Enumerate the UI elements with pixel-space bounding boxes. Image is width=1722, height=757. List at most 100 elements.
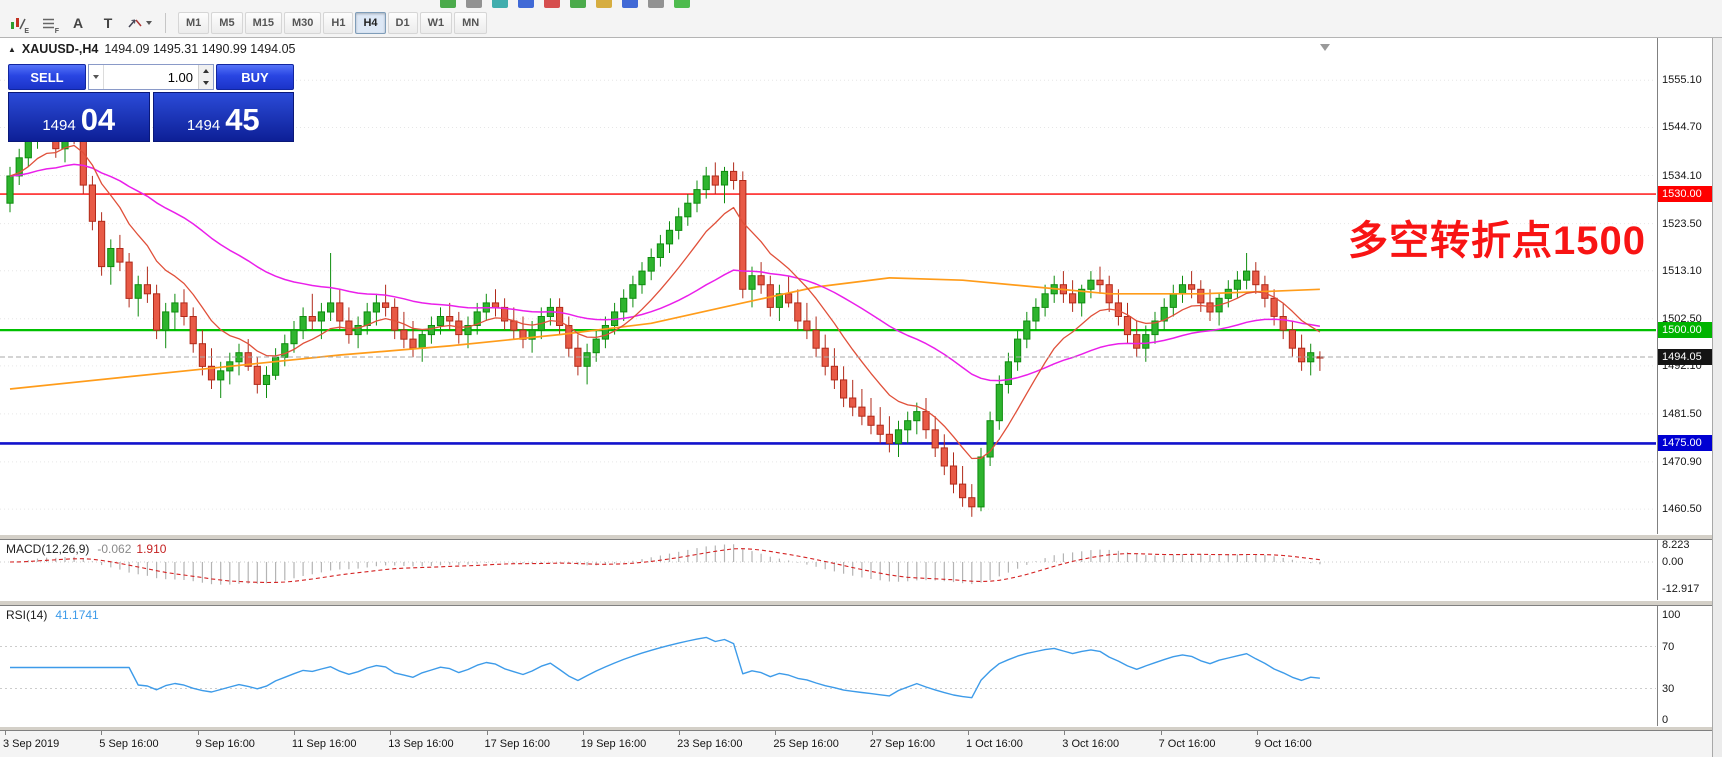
- volume-stepper: [198, 65, 213, 89]
- sell-button[interactable]: SELL: [8, 64, 86, 90]
- timeframe-group: M1 M5 M15 M30 H1 H4 D1 W1 MN: [178, 12, 488, 34]
- sell-price-pips: 04: [80, 102, 116, 137]
- new-chart-icon[interactable]: E: [6, 11, 30, 35]
- price-level-badge: 1475.00: [1658, 435, 1713, 452]
- sell-price-main: 1494: [42, 117, 76, 134]
- time-tick: [1160, 731, 1162, 735]
- timeframe-W1[interactable]: W1: [419, 12, 453, 34]
- time-tick: [390, 731, 392, 735]
- arrow-down-icon: [203, 81, 209, 85]
- axis-scale-label: 0.00: [1662, 556, 1684, 568]
- time-tick: [871, 731, 873, 735]
- toolbar-icon-partial[interactable]: [544, 0, 560, 8]
- macd-indicator-window[interactable]: [0, 540, 1656, 600]
- buy-button[interactable]: BUY: [216, 64, 294, 90]
- toolbar: E F A T M1 M5 M15 M30 H1 H4 D1 W1 MN: [0, 0, 1722, 38]
- time-tick: [101, 731, 103, 735]
- axis-scale-label: 1534.10: [1662, 169, 1702, 182]
- toolbar-icon-partial[interactable]: [492, 0, 508, 8]
- timeframe-M15[interactable]: M15: [244, 12, 282, 34]
- toolbar-row-partial: [440, 0, 690, 9]
- time-axis-label: 13 Sep 16:00: [388, 738, 454, 750]
- time-axis-label: 11 Sep 16:00: [291, 738, 357, 750]
- time-tick: [1256, 731, 1258, 735]
- time-axis-label: 3 Sep 2019: [3, 738, 60, 750]
- timeframe-M5[interactable]: M5: [211, 12, 243, 34]
- time-axis[interactable]: 3 Sep 2019 5 Sep 16:00 9 Sep 16:00 11 Sep 1…: [0, 730, 1712, 757]
- macd-main-value: -0.062: [97, 542, 132, 556]
- timeframe-D1[interactable]: D1: [387, 12, 418, 34]
- volume-dropdown-icon[interactable]: [89, 65, 104, 89]
- time-axis-label: 27 Sep 16:00: [869, 738, 936, 750]
- volume-value[interactable]: 1.00: [167, 69, 193, 85]
- toolbar-icon-partial[interactable]: [596, 0, 612, 8]
- axis-scale-label: 8.223: [1662, 538, 1690, 551]
- toolbar-icon-partial[interactable]: [466, 0, 482, 8]
- macd-label: MACD(12,26,9) -0.062 1.910: [6, 542, 166, 556]
- price-axis[interactable]: 1555.10 1544.70 1534.10 1523.50 1513.10 1502.…: [1657, 38, 1713, 730]
- toolbar-icon-partial[interactable]: [440, 0, 456, 8]
- window-resize-separator[interactable]: [0, 600, 1712, 606]
- time-axis-label: 9 Sep 16:00: [195, 738, 255, 750]
- toolbar-icon-partial[interactable]: [570, 0, 586, 8]
- time-axis-label: 23 Sep 16:00: [677, 738, 743, 750]
- timeframe-M30[interactable]: M30: [283, 12, 322, 34]
- axis-scale-label: 30: [1662, 682, 1675, 695]
- time-axis-label: 7 Oct 16:00: [1158, 738, 1216, 750]
- buy-price-display[interactable]: 1494 45: [152, 92, 294, 142]
- time-axis-label: 5 Sep 16:00: [99, 738, 159, 750]
- time-tick: [582, 731, 584, 735]
- volume-step-up[interactable]: [199, 65, 213, 77]
- timeframe-H1[interactable]: H1: [323, 12, 354, 34]
- window-resize-separator[interactable]: [0, 534, 1712, 540]
- time-tick: [1064, 731, 1066, 735]
- text-label-tool-icon[interactable]: A: [72, 15, 84, 31]
- timeframe-M1[interactable]: M1: [178, 12, 210, 34]
- icon-sub-label: E: [24, 28, 29, 35]
- ohlc-values: 1494.09 1495.31 1490.99 1494.05: [104, 42, 296, 56]
- price-level-badge: 1494.05: [1658, 349, 1713, 366]
- timeframe-H4[interactable]: H4: [355, 12, 386, 34]
- axis-scale-label: 0: [1662, 714, 1669, 726]
- time-axis-label: 9 Oct 16:00: [1254, 738, 1312, 750]
- time-axis-label: 25 Sep 16:00: [773, 738, 839, 750]
- toolbar-icon-partial[interactable]: [622, 0, 638, 8]
- chevron-down-icon: [146, 21, 152, 25]
- axis-scale-label: 1544.70: [1662, 121, 1702, 134]
- macd-title: MACD(12,26,9): [6, 542, 90, 556]
- toolbar-icon-partial[interactable]: [648, 0, 664, 8]
- time-tick: [293, 731, 295, 735]
- volume-input[interactable]: 1.00: [88, 64, 214, 90]
- time-axis-label: 19 Sep 16:00: [580, 738, 647, 750]
- price-level-badge: 1530.00: [1658, 186, 1713, 203]
- window-edge-strip: [1712, 38, 1722, 757]
- rsi-indicator-window[interactable]: [0, 606, 1656, 726]
- buy-price-main: 1494: [186, 117, 221, 134]
- volume-step-down[interactable]: [199, 77, 213, 89]
- axis-scale-label: 70: [1662, 640, 1675, 653]
- text-box-tool-icon[interactable]: T: [103, 15, 113, 31]
- time-tick: [968, 731, 969, 735]
- axis-scale-label: 1555.10: [1662, 74, 1702, 87]
- price-level-badge: 1500.00: [1658, 322, 1713, 339]
- toolbar-separator: [165, 13, 166, 33]
- time-tick: [775, 731, 777, 735]
- sell-price-display[interactable]: 1494 04: [8, 92, 150, 142]
- time-tick: [486, 731, 488, 735]
- axis-scale-label: 1481.50: [1662, 407, 1702, 420]
- toolbar-icon-partial[interactable]: [518, 0, 534, 8]
- line-tools-icon[interactable]: [126, 11, 153, 35]
- icon-sub-label: F: [54, 28, 59, 35]
- chart-annotation-text: 多空转折点1500: [1348, 219, 1646, 263]
- one-click-trading-panel: SELL 1.00 BUY 1494 04 1494 45: [8, 64, 294, 142]
- chart-list-icon[interactable]: F: [36, 11, 60, 35]
- toolbar-main-row: E F A T M1 M5 M15 M30 H1 H4 D1 W1 MN: [6, 10, 488, 36]
- axis-scale-label: 100: [1662, 609, 1681, 621]
- buy-price-pips: 45: [225, 102, 260, 137]
- expand-triangle-icon[interactable]: ▲: [8, 44, 16, 54]
- timeframe-MN[interactable]: MN: [454, 12, 488, 34]
- toolbar-icon-partial[interactable]: [674, 0, 690, 8]
- rsi-label: RSI(14) 41.1741: [6, 608, 99, 622]
- chart-shift-marker[interactable]: [1320, 44, 1330, 51]
- time-axis-label: 17 Sep 16:00: [484, 738, 550, 750]
